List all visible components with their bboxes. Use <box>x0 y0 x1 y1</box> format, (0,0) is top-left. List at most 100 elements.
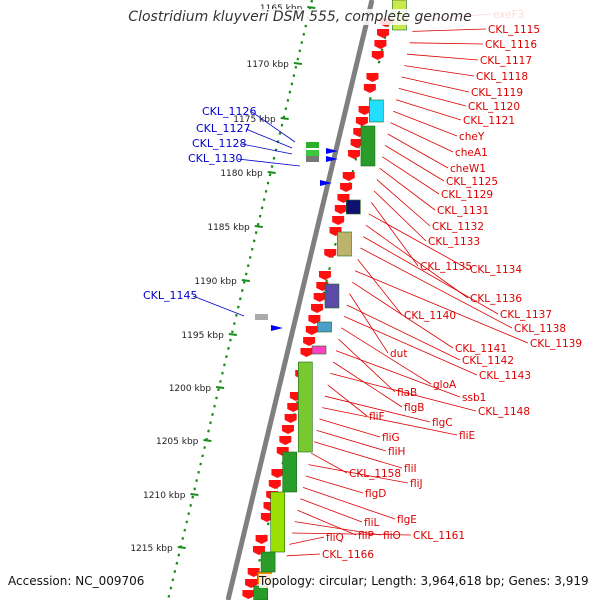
reverse-gene-label: fliI <box>404 463 417 475</box>
reverse-label-connector <box>384 145 445 182</box>
reverse-gene-label: CKL_1158 <box>349 468 401 480</box>
reverse-gene-label: CKL_1166 <box>322 549 374 561</box>
forward-gene-label: CKL_1145 <box>143 289 198 302</box>
reverse-gene-label: fliL <box>364 517 380 529</box>
reverse-label-connector <box>338 338 396 393</box>
reverse-label-connector <box>354 270 529 344</box>
forward-gene-arrow <box>326 156 338 162</box>
kbp-tick-label: 1205 kbp <box>156 437 199 447</box>
reverse-label-connector <box>398 88 467 107</box>
kbp-tick-label: 1190 kbp <box>194 277 237 287</box>
reverse-gene-label: CKL_1120 <box>468 101 520 113</box>
reverse-label-connector <box>289 536 325 545</box>
reverse-gene-label: CKL_1119 <box>471 87 523 99</box>
forward-label-connector <box>241 143 293 155</box>
forward-label-connector <box>251 111 296 143</box>
reverse-gene-label: CKL_1121 <box>463 115 515 127</box>
reverse-label-connector <box>409 42 484 45</box>
reverse-gene-arrow <box>334 205 347 214</box>
reverse-gene-arrow <box>350 139 363 148</box>
reverse-label-connector <box>371 202 419 267</box>
forward-gene-arrow <box>320 180 332 186</box>
reverse-label-connector <box>349 293 389 354</box>
reverse-label-connector <box>390 122 454 153</box>
genome-summary-text: Topology: circular; Length: 3,964,618 bp… <box>259 574 589 588</box>
reverse-gene-arrow <box>305 326 318 335</box>
reverse-gene-label: dut <box>390 348 407 360</box>
reverse-label-connector <box>324 395 431 423</box>
reverse-gene-label: CKL_1132 <box>432 221 484 233</box>
reverse-gene-label: CKL_1139 <box>530 338 582 350</box>
reverse-label-connector <box>346 304 461 361</box>
inner-lane-gene-block <box>317 321 332 333</box>
reverse-gene-arrow <box>300 348 313 357</box>
reverse-gene-label: fliJ <box>410 478 423 490</box>
reverse-gene-label: CKL_1116 <box>485 39 537 51</box>
kbp-tick-mark <box>280 117 289 120</box>
reverse-label-connector <box>322 407 458 436</box>
reverse-gene-label: cheA1 <box>455 147 488 159</box>
kbp-tick-label: 1215 kbp <box>130 544 173 554</box>
inner-lane-gene-block <box>337 231 352 257</box>
reverse-gene-arrow <box>348 150 360 159</box>
reverse-label-connector <box>302 487 396 520</box>
inner-lane-gene-block <box>270 491 286 553</box>
reverse-label-connector <box>305 475 364 494</box>
reverse-label-connector <box>327 384 368 417</box>
reverse-gene-arrow <box>371 51 384 60</box>
reverse-label-connector <box>376 179 431 227</box>
reverse-gene-arrow <box>242 590 255 599</box>
reverse-gene-arrow <box>284 414 297 423</box>
reverse-gene-arrow <box>332 216 345 225</box>
reverse-label-connector <box>332 361 403 408</box>
forward-gene-label: CKL_1130 <box>188 152 243 165</box>
reverse-label-connector <box>365 224 469 299</box>
forward-label-connector <box>237 158 301 167</box>
reverse-gene-label: CKL_1131 <box>437 205 489 217</box>
reverse-label-connector <box>297 509 357 536</box>
forward-gene-block <box>306 142 319 148</box>
reverse-gene-arrow <box>260 513 273 522</box>
forward-gene-block <box>306 150 319 156</box>
kbp-tick-label: 1175 kbp <box>233 115 276 125</box>
reverse-gene-arrow <box>366 73 379 82</box>
reverse-gene-label: CKL_1140 <box>404 310 456 322</box>
reverse-label-connector <box>387 133 449 169</box>
forward-label-connector <box>192 295 245 317</box>
reverse-label-connector <box>308 464 409 484</box>
reverse-label-connector <box>300 498 363 523</box>
gene-label-layer: CKL_1126 CKL_1127 CKL_1128 CKL_1130 CKL_1145… <box>143 9 582 561</box>
reverse-gene-arrow <box>340 183 353 192</box>
reverse-gene-label: CKL_1129 <box>441 189 493 201</box>
reverse-gene-label: CKL_1141 <box>455 343 507 355</box>
reverse-gene-label: flgB <box>404 402 424 414</box>
reverse-gene-label: fliF <box>369 411 385 423</box>
reverse-gene-arrow <box>255 535 268 544</box>
inner-lane-gene-block <box>369 99 384 123</box>
inner-lane-gene-block <box>324 283 340 309</box>
forward-label-connector <box>245 128 293 149</box>
reverse-gene-label: flgD <box>365 488 386 500</box>
kbp-tick-mark <box>203 439 212 442</box>
reverse-gene-arrow <box>268 480 281 489</box>
reverse-gene-arrow <box>374 40 387 49</box>
reverse-label-connector <box>357 259 403 316</box>
reverse-label-connector <box>373 190 427 242</box>
reverse-gene-label: ssb1 <box>462 392 486 404</box>
kbp-tick-mark <box>241 279 250 282</box>
reverse-gene-label: CKL_1118 <box>476 71 528 83</box>
reverse-gene-arrow <box>313 293 326 302</box>
genome-backbone <box>225 0 375 600</box>
backbone-layer <box>225 0 375 600</box>
reverse-gene-arrow <box>271 469 284 478</box>
inner-lane-gene-block <box>282 451 298 493</box>
reverse-label-connector <box>319 418 381 438</box>
kbp-tick-label: 1210 kbp <box>143 491 186 501</box>
reverse-gene-label: CKL_1161 <box>413 530 465 542</box>
accession-text: Accession: NC_009706 <box>8 574 145 588</box>
reverse-gene-label: CKL_1142 <box>462 355 514 367</box>
reverse-gene-arrow <box>363 84 376 93</box>
reverse-label-connector <box>311 452 348 474</box>
